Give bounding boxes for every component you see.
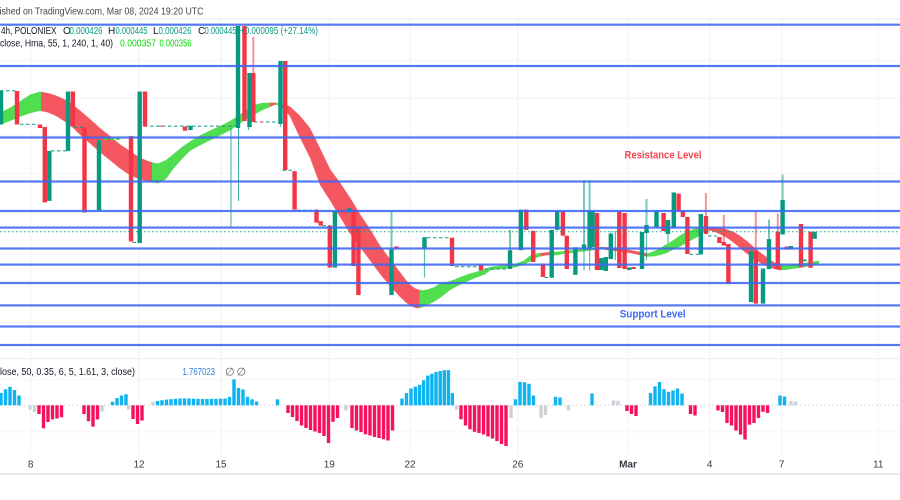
- svg-text:0.000426: 0.000426: [70, 26, 103, 37]
- svg-text:∅: ∅: [237, 367, 247, 379]
- svg-text:12: 12: [133, 460, 145, 471]
- svg-text:26: 26: [512, 460, 524, 471]
- svg-text:L: L: [153, 26, 159, 37]
- svg-text:0.000357: 0.000357: [120, 39, 156, 50]
- svg-text:0.000445: 0.000445: [116, 26, 148, 37]
- svg-text:H: H: [108, 26, 115, 37]
- svg-text:Resistance Level: Resistance Level: [625, 149, 702, 161]
- svg-text:11: 11: [873, 460, 884, 471]
- svg-text:∅: ∅: [225, 367, 235, 379]
- svg-text:ished on TradingView.com, Mar: ished on TradingView.com, Mar 08, 2024 1…: [0, 5, 204, 17]
- svg-text:0.000356: 0.000356: [160, 39, 192, 50]
- svg-text:close, Hma, 55, 1, 240, 1, 40): close, Hma, 55, 1, 240, 1, 40): [0, 39, 113, 50]
- svg-text:Mar: Mar: [619, 460, 637, 471]
- svg-text:0.000445: 0.000445: [205, 26, 237, 37]
- svg-text:+0.000095 (+27.14%): +0.000095 (+27.14%): [240, 26, 318, 37]
- svg-text:lose, 50, 0.35, 6, 5, 1.61, 3,: lose, 50, 0.35, 6, 5, 1.61, 3, close): [0, 367, 135, 378]
- svg-text:4h, POLONIEX: 4h, POLONIEX: [1, 26, 57, 37]
- svg-text:19: 19: [324, 460, 336, 471]
- svg-text:C: C: [198, 26, 205, 37]
- svg-text:22: 22: [404, 460, 416, 471]
- svg-text:1.767023: 1.767023: [183, 367, 216, 378]
- svg-text:Support Level: Support Level: [620, 308, 686, 320]
- svg-text:O: O: [63, 26, 71, 37]
- svg-text:4: 4: [707, 460, 713, 471]
- svg-text:8: 8: [28, 460, 34, 471]
- svg-text:15: 15: [215, 460, 227, 471]
- svg-text:7: 7: [779, 460, 785, 471]
- svg-text:0.000426: 0.000426: [159, 26, 192, 37]
